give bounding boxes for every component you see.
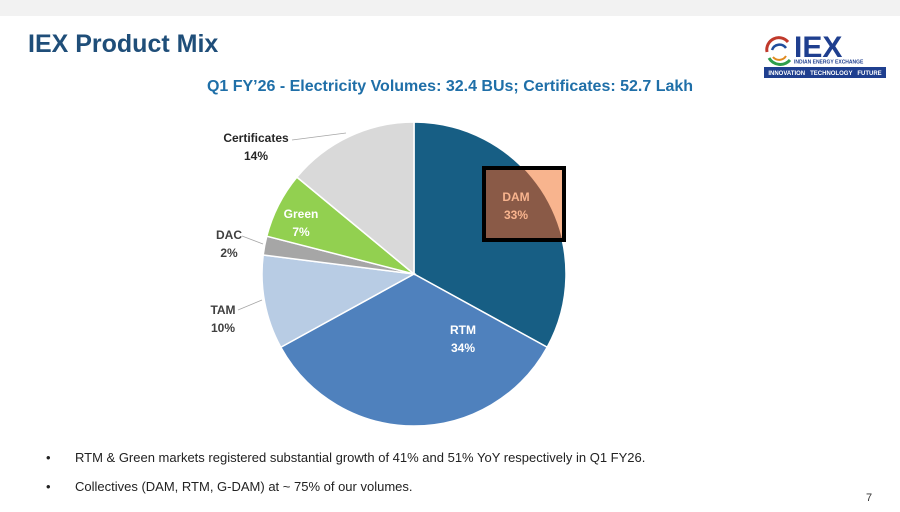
logo-wordmark: IEX [794, 31, 842, 64]
slide-title: IEX Product Mix [28, 30, 219, 58]
slice-value-green: 7% [292, 225, 310, 239]
pie-slice-certificates [295, 121, 415, 276]
bullet-item: Collectives (DAM, RTM, G-DAM) at ~ 75% o… [46, 472, 645, 501]
slice-label-tam: TAM [210, 303, 235, 317]
page-number: 7 [866, 492, 873, 504]
pie-slice-rtm [279, 273, 549, 427]
leader-line [291, 132, 347, 141]
slice-value-rtm: 34% [451, 341, 475, 355]
slice-value-tam: 10% [211, 321, 235, 335]
slice-value-dac: 2% [220, 246, 238, 260]
iex-logo: IEX INDIAN ENERGY EXCHANGE INNOVATION TE… [764, 31, 886, 78]
slice-value-dam: 33% [504, 208, 528, 222]
slice-value-certificates: 14% [244, 149, 268, 163]
logo-tagline-bar [764, 67, 886, 78]
logo-swirl-icon [765, 36, 792, 66]
leader-line [241, 235, 264, 245]
slice-label-dac: DAC [216, 228, 242, 242]
bullet-item: RTM & Green markets registered substanti… [46, 443, 645, 472]
slice-label-rtm: RTM [450, 323, 476, 337]
top-strip [0, 0, 900, 16]
slice-label-certificates: Certificates [223, 131, 289, 145]
chart-subtitle: Q1 FY’26 - Electricity Volumes: 32.4 BUs… [206, 78, 694, 95]
bullet-list: RTM & Green markets registered substanti… [46, 443, 645, 501]
slice-label-green: Green [284, 207, 319, 221]
leader-line [237, 299, 263, 311]
logo-full-name: INDIAN ENERGY EXCHANGE [794, 60, 864, 66]
logo-tagline: INNOVATION TECHNOLOGY FUTURE [768, 71, 881, 77]
slice-label-dam: DAM [502, 190, 529, 204]
highlight-box [482, 166, 566, 242]
pie-slice-tam [261, 254, 417, 349]
